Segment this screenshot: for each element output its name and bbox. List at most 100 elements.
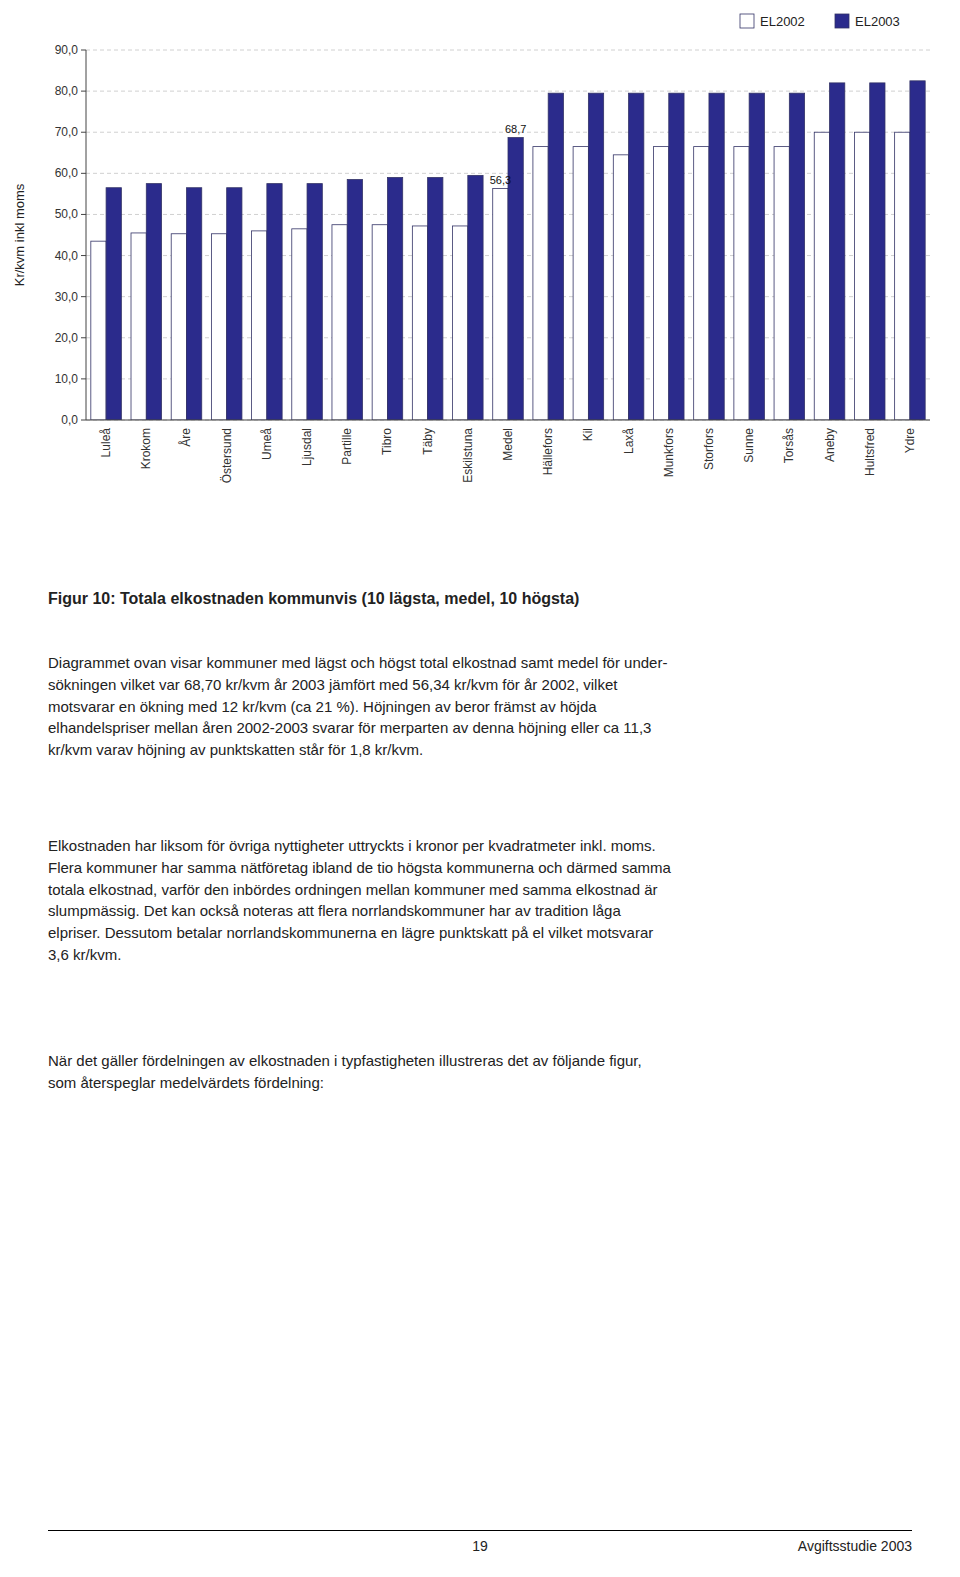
legend-swatch [835, 14, 849, 28]
tick-label: Luleå [99, 428, 113, 458]
tick-label: 0,0 [61, 413, 78, 427]
tick-label: 50,0 [55, 207, 79, 221]
bar [227, 188, 242, 420]
bar [146, 184, 161, 420]
axis-line [86, 420, 930, 421]
tick-label: 30,0 [55, 290, 79, 304]
tick-label: Kil [581, 428, 595, 441]
tick-label: 80,0 [55, 84, 79, 98]
tick-label: Storfors [702, 428, 716, 470]
bar [106, 188, 121, 420]
paragraph: Diagrammet ovan visar kommuner med lägst… [48, 652, 912, 761]
bar [814, 132, 829, 420]
tick-label: Östersund [220, 428, 234, 483]
bar [613, 155, 628, 420]
tick-label: 40,0 [55, 249, 79, 263]
tick-label: Partille [340, 428, 354, 465]
bar [131, 233, 146, 420]
tick-label: Ydre [903, 428, 917, 454]
legend: EL2002 EL2003 [740, 14, 900, 29]
tick-label: Eskilstuna [461, 428, 475, 483]
bar [573, 147, 588, 420]
bar [372, 225, 387, 420]
bar [734, 147, 749, 420]
bar [453, 226, 468, 420]
bars [91, 81, 925, 420]
bar [895, 132, 910, 420]
grid-line [86, 420, 930, 421]
tick-label: Aneby [823, 428, 837, 462]
tick-label: Hällefors [541, 428, 555, 475]
grid-line [86, 50, 930, 51]
bar [653, 147, 668, 420]
bar [774, 147, 789, 420]
bar [332, 225, 347, 420]
axis-label: Kr/kvm inkl moms [12, 183, 27, 286]
data-labels: 56,3 68,7 [490, 123, 527, 186]
bar [91, 241, 106, 420]
tick-label: 10,0 [55, 372, 79, 386]
bar [186, 188, 201, 420]
bar [347, 180, 362, 421]
bar [870, 83, 885, 420]
grid [86, 50, 930, 420]
tick-label: Krokom [139, 428, 153, 469]
bar [211, 234, 226, 420]
bar [910, 81, 925, 420]
legend-label: EL2003 [855, 14, 900, 29]
tick-mark [81, 255, 86, 256]
bar [830, 83, 845, 420]
bar [533, 147, 548, 420]
tick-mark [81, 378, 86, 379]
tick-label: Ljusdal [300, 428, 314, 466]
tick-mark [81, 50, 86, 51]
bar [252, 231, 267, 420]
axis-line [86, 50, 87, 420]
paragraph: Elkostnaden har liksom för övriga nyttig… [48, 835, 912, 966]
bar [468, 175, 483, 420]
bar [749, 93, 764, 420]
tick-mark [81, 91, 86, 92]
data-label: 68,7 [505, 123, 526, 135]
title: Figur 10: Totala elkostnaden kommunvis (… [48, 590, 912, 608]
tick-mark [81, 337, 86, 338]
x-axis: Luleå Krokom Åre Östersund Umeå Ljusdal Partil… [99, 428, 917, 484]
tick-mark [81, 420, 86, 421]
tick-label: Torsås [782, 428, 796, 463]
legend-swatch [740, 14, 754, 28]
bar [629, 93, 644, 420]
footer-title: Avgiftsstudie 2003 [798, 1538, 912, 1554]
bar [854, 132, 869, 420]
tick-label: Hultsfred [863, 428, 877, 476]
bar [669, 93, 684, 420]
bar [428, 177, 443, 420]
paragraph: När det gäller fördelningen av elkostnad… [48, 1050, 912, 1094]
bar [387, 177, 402, 420]
bar [412, 226, 427, 420]
tick-label: Täby [421, 428, 435, 455]
tick-mark [81, 214, 86, 215]
tick-mark [81, 132, 86, 133]
bar [267, 184, 282, 420]
tick-label: Åre [178, 428, 193, 447]
bar [548, 93, 563, 420]
tick-label: Umeå [260, 428, 274, 460]
chart: 0,010,020,030,040,050,060,070,080,090,0K… [0, 0, 960, 570]
y-axis: 0,010,020,030,040,050,060,070,080,090,0 [55, 43, 86, 427]
tick-label: Sunne [742, 428, 756, 463]
tick-mark [81, 173, 86, 174]
bar [171, 234, 186, 420]
bar [307, 184, 322, 420]
tick-label: Tibro [380, 428, 394, 455]
bar [493, 189, 508, 420]
tick-mark [81, 296, 86, 297]
data-label: 56,3 [490, 174, 511, 186]
tick-label: Munkfors [662, 428, 676, 477]
bar [709, 93, 724, 420]
footer-rule [48, 1530, 912, 1531]
tick-label: 60,0 [55, 166, 79, 180]
legend-label: EL2002 [760, 14, 805, 29]
tick-label: 70,0 [55, 125, 79, 139]
grid-line [86, 91, 930, 92]
bar [789, 93, 804, 420]
